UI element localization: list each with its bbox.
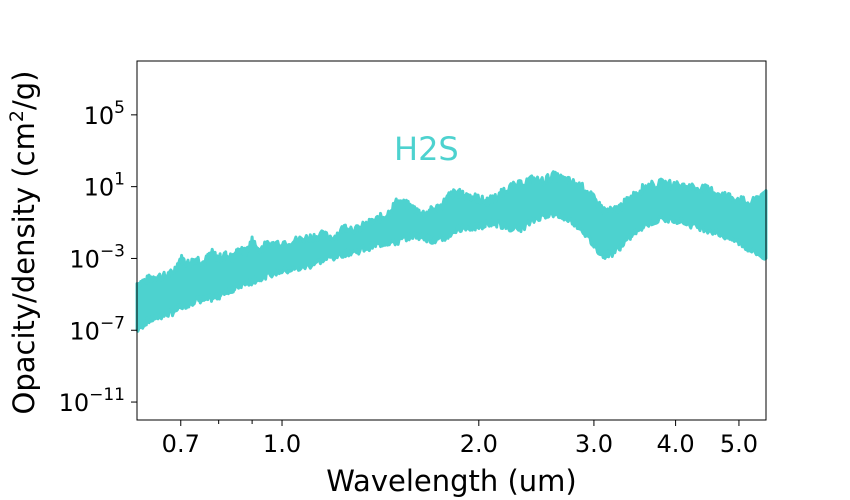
y-tick-label: 105 [84, 98, 125, 130]
y-axis-label: Opacity/density (cm2/g) [6, 71, 41, 415]
x-axis-label-text: Wavelength (um) [326, 464, 577, 498]
x-tick-label: 2.0 [460, 430, 498, 458]
x-tick-label: 5.0 [720, 430, 758, 458]
y-tick-label: 101 [84, 170, 125, 202]
x-tick-label: 1.0 [263, 430, 301, 458]
series-label-h2s: H2S [394, 130, 459, 168]
y-tick-label: 10−3 [69, 241, 125, 273]
y-axis-ticks: 10−11 10−7 10−3 101 105 [59, 98, 137, 417]
plot-frame [136, 60, 767, 421]
x-tick-label: 3.0 [575, 430, 613, 458]
y-tick-label: 10−11 [59, 385, 125, 417]
y-axis-label-text: Opacity/density (cm [7, 122, 41, 414]
x-tick-label: 4.0 [657, 430, 695, 458]
y-axis-label-sup: 2 [6, 110, 28, 122]
y-tick-label: 10−7 [69, 313, 125, 345]
x-axis-ticks: 0.7 1.0 2.0 3.0 4.0 5.0 [162, 420, 758, 458]
y-axis-label-tail: /g) [7, 71, 41, 111]
x-axis-label: Wavelength (um) [326, 464, 577, 498]
series-band-h2s [135, 170, 768, 333]
x-tick-label: 0.7 [162, 430, 200, 458]
series-layer [135, 170, 768, 333]
